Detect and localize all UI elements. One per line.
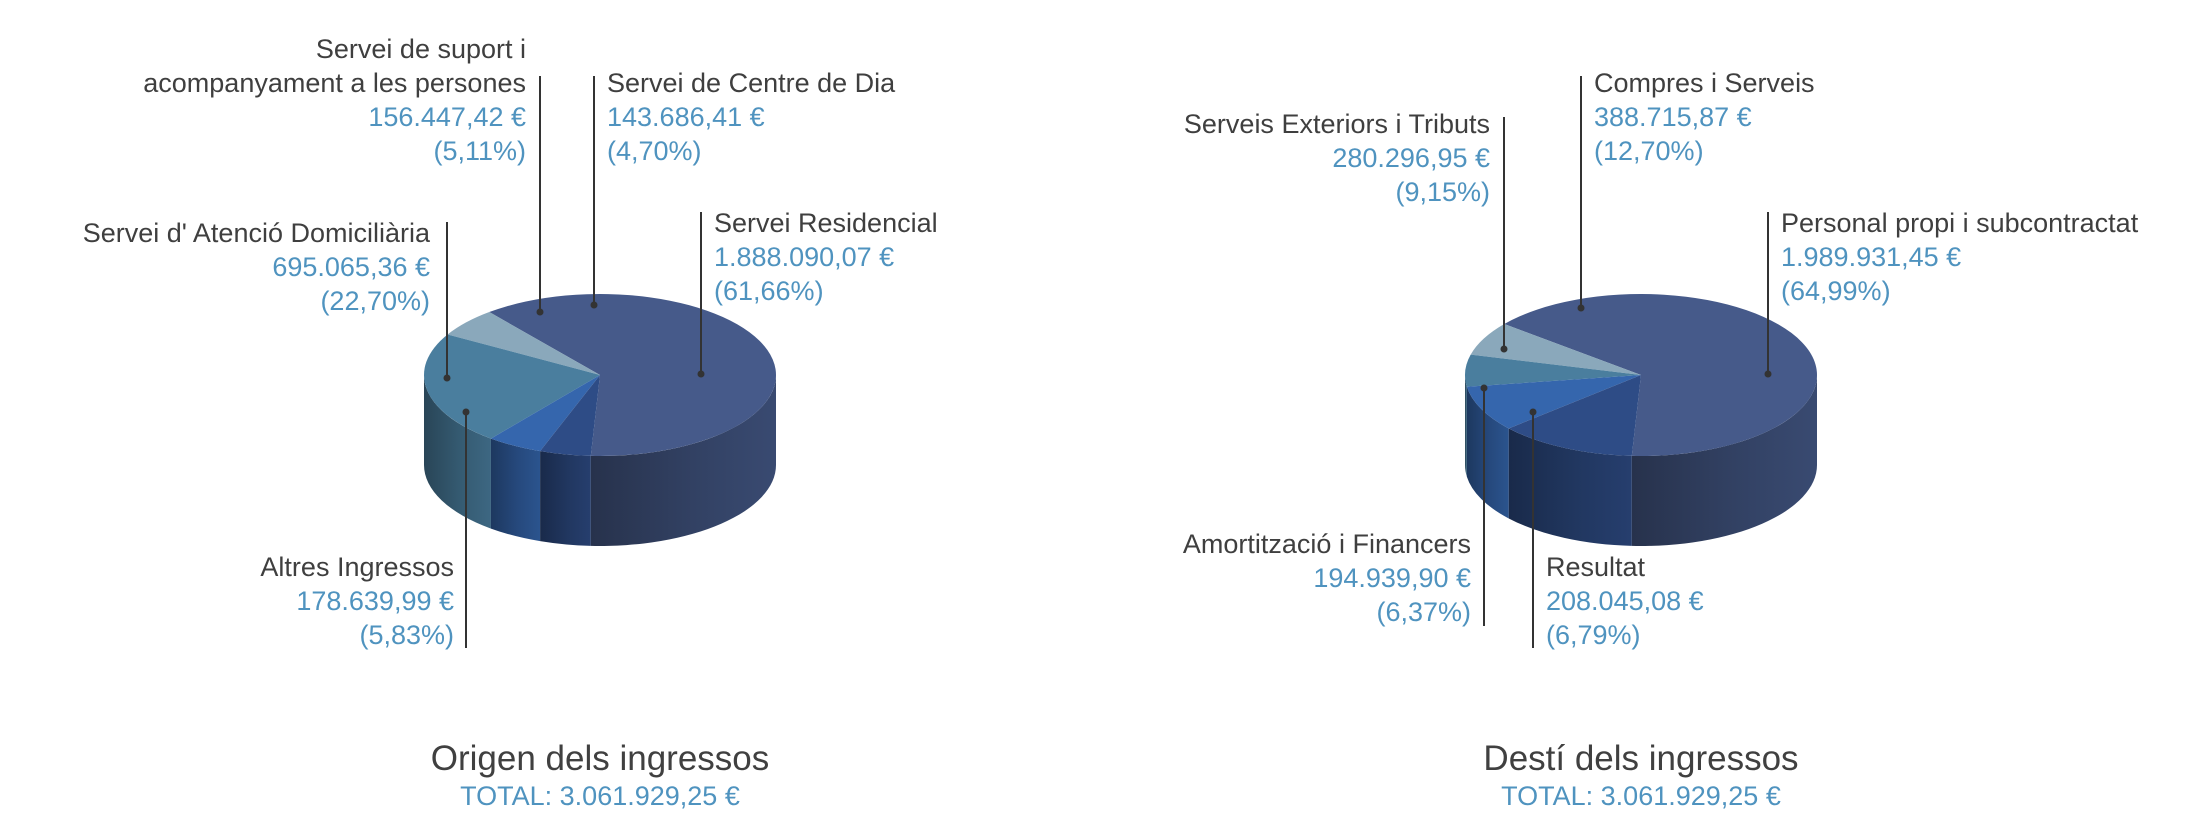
- pie-side-wall: [424, 375, 491, 529]
- slice-label-value: 1.888.090,07 €: [714, 242, 894, 272]
- slice-label-value: (12,70%): [1594, 136, 1704, 166]
- slice-label-value: (64,99%): [1781, 276, 1891, 306]
- chart-title: Destí dels ingressos: [1483, 739, 1798, 778]
- slice-label-name: Resultat: [1546, 552, 1646, 582]
- leader-dot: [462, 408, 470, 416]
- slice-label-value: (22,70%): [320, 286, 430, 316]
- leader-dot: [443, 374, 451, 382]
- labels-desti: Personal propi i subcontractat 1.989.931,…: [1183, 68, 2139, 650]
- slice-label-value: 1.989.931,45 €: [1781, 242, 1961, 272]
- chart-origen: Servei Residencial 1.888.090,07 € (61,66%)…: [83, 34, 938, 811]
- chart-total: TOTAL: 3.061.929,25 €: [460, 781, 740, 811]
- pie-slice: [1504, 294, 1817, 456]
- slice-label: Personal propi i subcontractat 1.989.931,…: [1764, 208, 2139, 378]
- pie-side-wall: [1465, 375, 1467, 477]
- slice-label: Servei Residencial 1.888.090,07 € (61,66%): [697, 208, 938, 378]
- pie-side-wall: [1631, 375, 1817, 546]
- slice-label-name: Servei Residencial: [714, 208, 938, 238]
- pie-side-wall: [490, 438, 541, 542]
- slice-label-value: 143.686,41 €: [607, 102, 765, 132]
- pie-side-wall: [1508, 428, 1632, 546]
- slice-label-value: 178.639,99 €: [296, 586, 454, 616]
- slice-label: Servei de suport i acompanyament a les pe…: [143, 34, 544, 316]
- pie-origen: [424, 294, 777, 546]
- slice-label-name: Amortització i Financers: [1183, 529, 1471, 559]
- leader-dot: [1480, 384, 1488, 392]
- slice-label-value: 194.939,90 €: [1313, 563, 1471, 593]
- leader-dot: [1500, 345, 1508, 353]
- pie-slice: [540, 375, 600, 456]
- pie-slice: [489, 294, 777, 456]
- slice-label-value: (4,70%): [607, 136, 702, 166]
- pie-side-wall: [1466, 386, 1509, 519]
- pie-side-wall: [540, 451, 591, 546]
- pie-slice: [1470, 323, 1641, 375]
- leader-dot: [1764, 370, 1772, 378]
- pie-slice: [1508, 375, 1641, 456]
- slice-label-name: Altres Ingressos: [260, 552, 454, 582]
- chart-total: TOTAL: 3.061.929,25 €: [1501, 781, 1781, 811]
- slice-label: Amortització i Financers 194.939,90 € (6,3…: [1183, 384, 1488, 627]
- slice-label: Altres Ingressos 178.639,99 € (5,83%): [260, 408, 470, 650]
- slice-label-name: Servei d' Atenció Domiciliària: [83, 218, 431, 248]
- slice-label: Resultat 208.045,08 € (6,79%): [1529, 408, 1704, 650]
- leader-dot: [1577, 304, 1585, 312]
- pie-slice: [1466, 375, 1641, 429]
- slice-label-name: Personal propi i subcontractat: [1781, 208, 2139, 238]
- pie-slice: [1465, 354, 1641, 387]
- slice-label-name: Servei de Centre de Dia: [607, 68, 896, 98]
- slice-label: Compres i Serveis 388.715,87 € (12,70%): [1577, 68, 1815, 312]
- leader-dot: [590, 301, 598, 309]
- slice-label-value: (5,83%): [359, 620, 454, 650]
- pie-side-wall: [590, 375, 776, 546]
- slice-label: Servei d' Atenció Domiciliària 695.065,36…: [83, 218, 451, 382]
- slice-label-name: Servei de suport i: [316, 34, 526, 64]
- slice-label-value: (6,37%): [1376, 597, 1471, 627]
- pie-slice: [490, 375, 600, 452]
- slice-label: Serveis Exteriors i Tributs 280.296,95 € (…: [1184, 109, 1508, 353]
- leader-dot: [1529, 408, 1537, 416]
- slice-label-name: acompanyament a les persones: [143, 68, 526, 98]
- slice-label-name: Compres i Serveis: [1594, 68, 1815, 98]
- labels-origen: Servei Residencial 1.888.090,07 € (61,66%)…: [83, 34, 938, 650]
- pie-slice: [447, 312, 600, 375]
- slice-label-value: 156.447,42 €: [368, 102, 526, 132]
- slice-label-name: Serveis Exteriors i Tributs: [1184, 109, 1490, 139]
- slice-label-value: (61,66%): [714, 276, 824, 306]
- chart-desti: Personal propi i subcontractat 1.989.931,…: [1183, 68, 2139, 811]
- leader-dot: [536, 308, 544, 316]
- pie-desti: [1465, 294, 1817, 546]
- slice-label-value: 280.296,95 €: [1332, 143, 1490, 173]
- slice-label-value: 388.715,87 €: [1594, 102, 1752, 132]
- slice-label-value: (6,79%): [1546, 620, 1641, 650]
- chart-title: Origen dels ingressos: [431, 739, 770, 778]
- slice-label: Servei de Centre de Dia 143.686,41 € (4,70…: [590, 68, 896, 309]
- slice-label-value: (9,15%): [1395, 177, 1490, 207]
- slice-label-value: 208.045,08 €: [1546, 586, 1704, 616]
- slice-label-value: (5,11%): [433, 136, 526, 166]
- leader-dot: [697, 370, 705, 378]
- slice-label-value: 695.065,36 €: [272, 252, 430, 282]
